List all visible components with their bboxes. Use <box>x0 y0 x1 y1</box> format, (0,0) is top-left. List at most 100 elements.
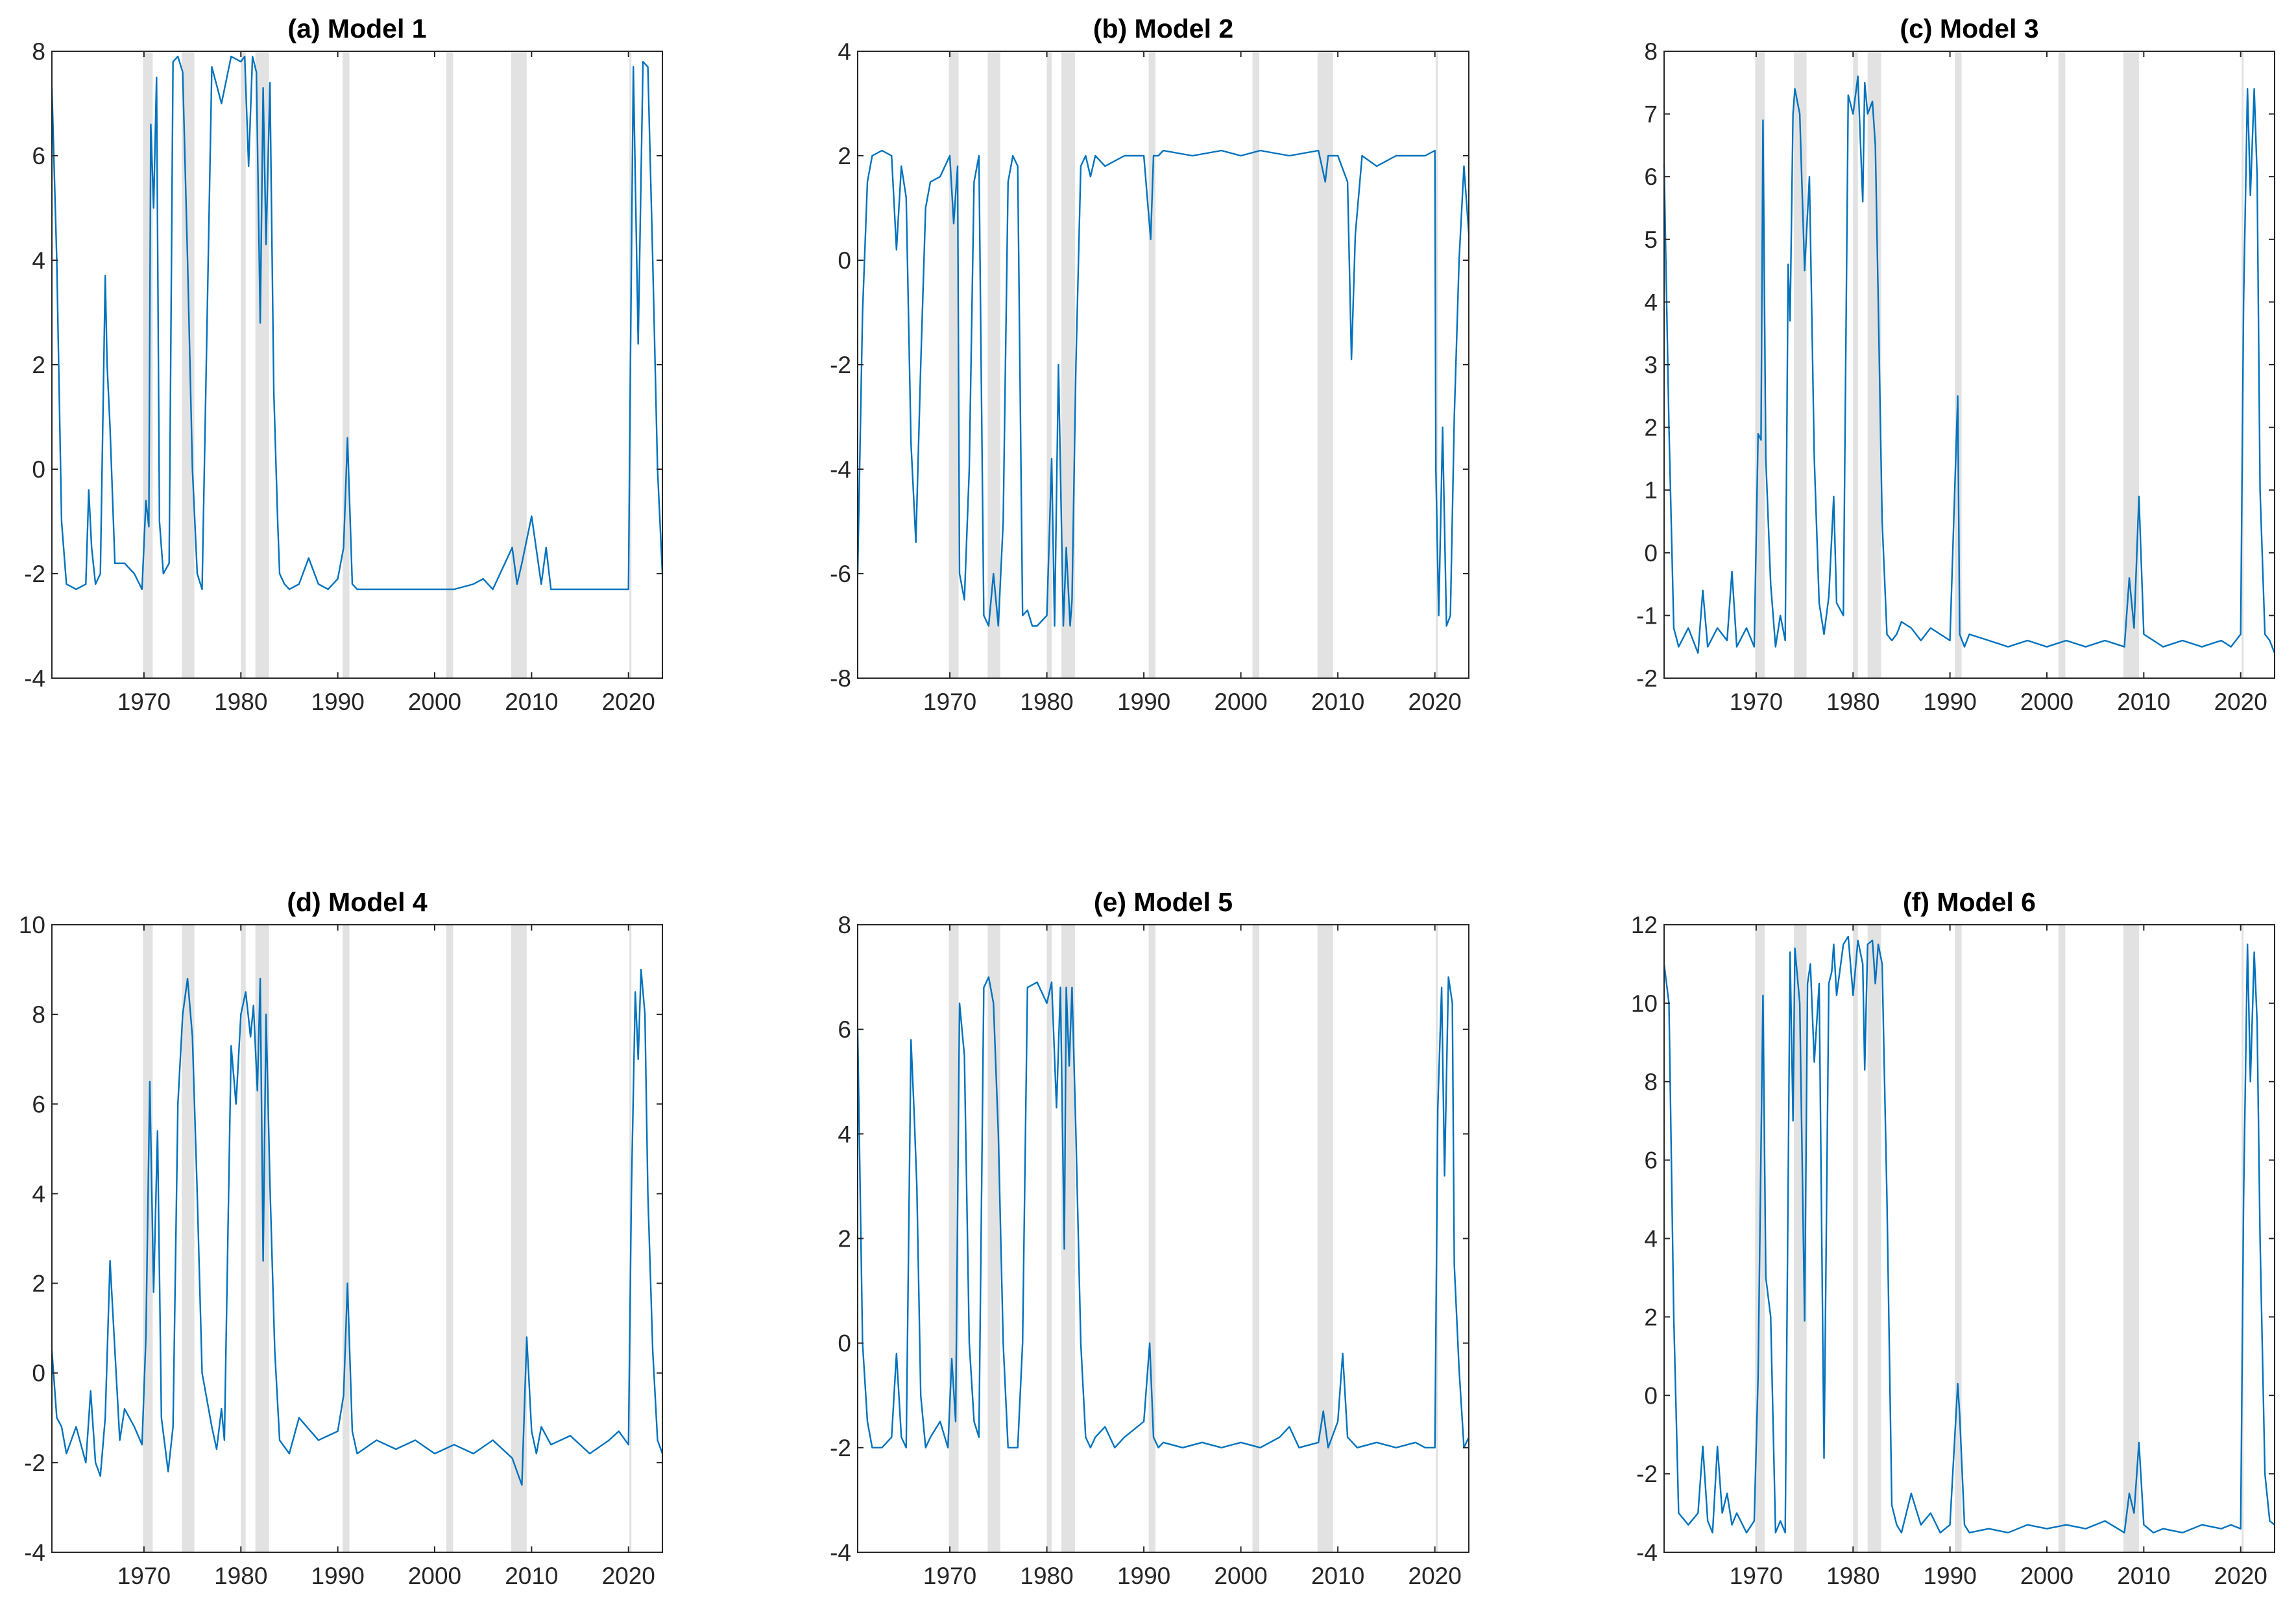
recession-band <box>1955 925 1962 1552</box>
recession-band <box>1867 51 1881 678</box>
recession-band <box>1046 925 1052 1552</box>
recession-band <box>1061 51 1075 678</box>
series-line <box>51 968 664 1486</box>
y-tick-label: -1 <box>1636 602 1658 629</box>
recession-band <box>1867 925 1881 1552</box>
x-tick-label: 2000 <box>1214 689 1267 715</box>
x-tick-label: 1980 <box>1020 689 1073 715</box>
panel-f: (f) Model 6 -4 -2 0 2 4 6 8 10 12 1970 1980 1990 200… <box>1631 887 2275 1589</box>
panel-title: (f) Model 6 <box>1903 887 2036 917</box>
y-tick-label: -6 <box>830 561 851 587</box>
x-tick-label: 2020 <box>1408 689 1462 715</box>
panel-a: (a) Model 1 -4 -2 0 2 4 6 8 1970 1980 1990 2000 201… <box>24 14 664 715</box>
recession-band <box>1317 51 1333 678</box>
recession-band <box>511 925 527 1552</box>
x-tick-label: 1990 <box>1923 689 1976 715</box>
y-tick-label: 12 <box>1631 912 1658 938</box>
y-tick-label: 2 <box>1644 1304 1658 1330</box>
y-tick-label: 2 <box>32 1271 45 1297</box>
panel-title: (e) Model 5 <box>1094 887 1233 917</box>
panel-title: (b) Model 2 <box>1093 14 1233 43</box>
recession-band <box>182 51 195 678</box>
y-tick-label: 1 <box>1644 477 1658 504</box>
y-tick-label: 4 <box>1644 289 1658 315</box>
x-tick-label: 1980 <box>214 1563 267 1589</box>
x-tick-label: 2000 <box>408 689 461 715</box>
y-tick-label: 0 <box>838 247 851 274</box>
y-tick-label: -2 <box>24 561 45 587</box>
x-tick-label: 2020 <box>602 689 655 715</box>
y-tick-label: -2 <box>24 1450 45 1476</box>
x-tick-label: 1990 <box>1923 1563 1976 1589</box>
y-tick-label: -2 <box>830 352 851 378</box>
y-tick-label: -4 <box>24 665 45 692</box>
recession-band <box>1148 925 1156 1552</box>
recession-band <box>343 51 350 678</box>
x-tick-label: 2010 <box>2117 1563 2170 1589</box>
x-tick-label: 2010 <box>1311 1563 1364 1589</box>
x-tick-label: 1980 <box>1826 1563 1879 1589</box>
x-tick-label: 2010 <box>505 1563 558 1589</box>
x-tick-label: 2020 <box>2214 1563 2267 1589</box>
y-tick-label: 8 <box>32 1001 45 1028</box>
y-tick-label: 7 <box>1644 101 1658 128</box>
y-tick-label: -4 <box>24 1539 45 1566</box>
panel-c: (c) Model 3 -2 -1 0 1 2 3 4 5 6 7 8 1970 1980 1990 200… <box>1636 14 2276 715</box>
recession-band <box>2058 51 2066 678</box>
y-tick-label: 6 <box>838 1016 851 1043</box>
y-tick-label: 8 <box>1644 1069 1658 1095</box>
recession-band <box>2058 925 2066 1552</box>
recession-band <box>1046 51 1052 678</box>
x-tick-label: 1970 <box>117 1563 171 1589</box>
recession-band <box>1853 925 1858 1552</box>
y-tick-label: 0 <box>838 1330 851 1357</box>
recession-band <box>2123 51 2139 678</box>
y-tick-label: 10 <box>19 912 45 938</box>
recession-band <box>446 925 453 1552</box>
panel-e: (e) Model 5 -4 -2 0 2 4 6 8 1970 1980 1990 2000 201… <box>830 887 1470 1589</box>
series-line <box>51 55 664 591</box>
x-tick-label: 2010 <box>2117 689 2170 715</box>
panel-title: (c) Model 3 <box>1900 14 2038 43</box>
y-tick-label: 0 <box>1644 540 1658 567</box>
x-tick-label: 1990 <box>311 1563 364 1589</box>
y-tick-label: 0 <box>32 456 45 483</box>
y-tick-label: -2 <box>1636 1461 1658 1487</box>
x-tick-label: 2020 <box>602 1563 655 1589</box>
x-tick-label: 1980 <box>1826 689 1879 715</box>
y-tick-label: 4 <box>32 247 45 274</box>
recession-band <box>1252 51 1260 678</box>
y-tick-label: 6 <box>32 1091 45 1117</box>
y-tick-label: 4 <box>1644 1226 1658 1252</box>
y-tick-label: 4 <box>32 1180 45 1207</box>
x-tick-label: 2010 <box>1311 689 1364 715</box>
x-tick-label: 2000 <box>2020 1563 2073 1589</box>
series-line <box>856 976 1470 1449</box>
y-tick-label: 10 <box>1631 990 1658 1017</box>
y-tick-label: 2 <box>838 143 851 169</box>
y-tick-label: 6 <box>1644 164 1658 190</box>
panel-b: (b) Model 2 -8 -6 -4 -2 0 2 4 1970 1980 1990 2000 2… <box>830 14 1470 715</box>
y-tick-label: -2 <box>1636 665 1658 692</box>
x-tick-label: 1970 <box>923 689 976 715</box>
y-tick-label: -4 <box>1636 1539 1658 1566</box>
axes-frame <box>51 924 663 1553</box>
recession-band <box>1436 51 1438 678</box>
y-tick-label: -8 <box>830 665 851 692</box>
recession-band <box>343 925 350 1552</box>
recession-band <box>182 925 195 1552</box>
panel-title: (d) Model 4 <box>287 887 428 917</box>
y-tick-label: 6 <box>1644 1147 1658 1174</box>
recession-band <box>1317 925 1333 1552</box>
recession-band <box>1148 51 1156 678</box>
series-line <box>856 149 1470 627</box>
x-tick-label: 1970 <box>117 689 171 715</box>
y-tick-label: -4 <box>830 1539 851 1566</box>
recession-band <box>949 51 959 678</box>
recession-band <box>1955 51 1962 678</box>
x-tick-label: 2000 <box>2020 689 2073 715</box>
x-tick-label: 2020 <box>1408 1563 1462 1589</box>
y-tick-label: 0 <box>1644 1382 1658 1409</box>
recession-band <box>241 925 246 1552</box>
y-tick-label: 8 <box>1644 38 1658 65</box>
